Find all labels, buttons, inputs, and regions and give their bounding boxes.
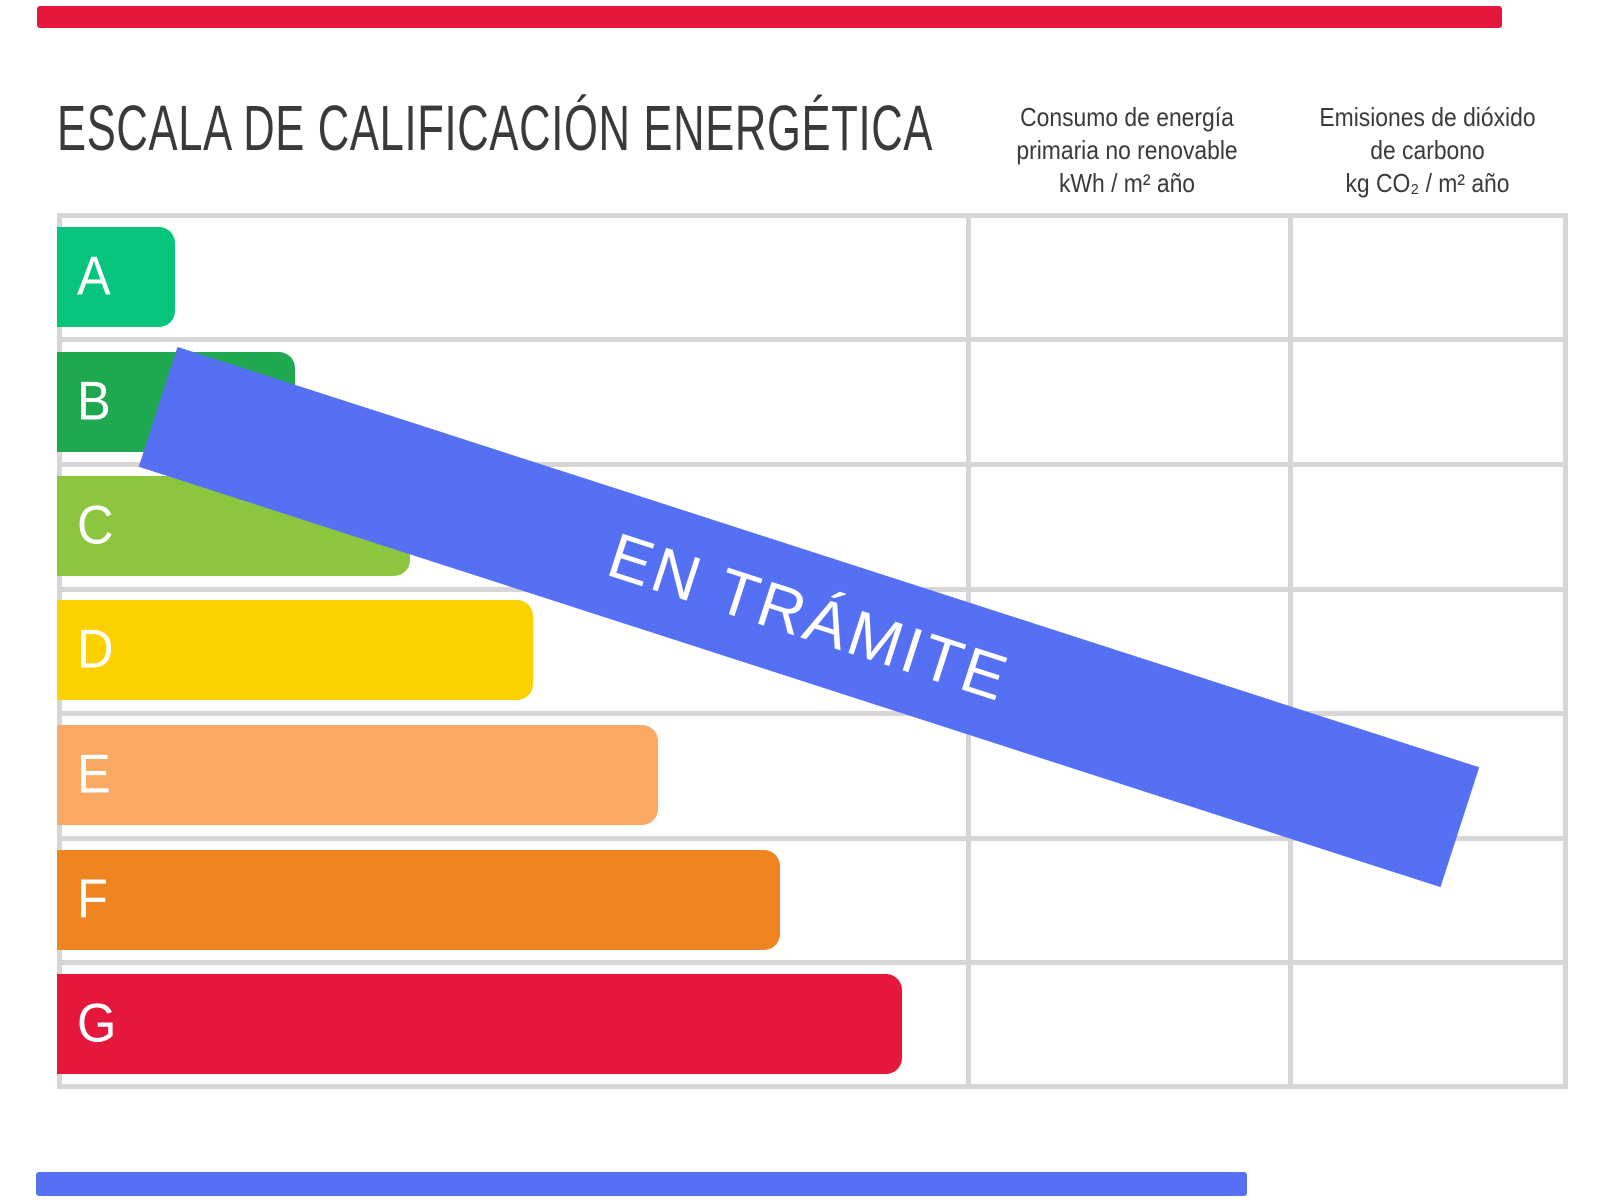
rating-letter-d: D [77,617,114,680]
column-header-line: de carbono [1370,135,1485,165]
rating-bar-g: G [57,974,902,1074]
bottom-blue-strip [36,1172,1247,1196]
rating-letter-c: C [77,493,114,556]
column-header-line: primaria no renovable [1016,135,1238,165]
rating-bar-f: F [57,850,780,950]
grid-line-horizontal [57,1084,1568,1089]
rating-letter-b: B [77,369,111,432]
grid-line-horizontal [57,836,1568,841]
emisiones-column-header: Emisiones de dióxido de carbono kg CO₂ / m… [1305,101,1551,200]
rating-letter-e: E [77,742,111,805]
grid-line-horizontal [57,462,1568,467]
grid-line-horizontal [57,711,1568,716]
page-title: ESCALA DE CALIFICACIÓN ENERGÉTICA [57,92,934,164]
grid-line-vertical [1288,213,1293,1089]
grid-line-horizontal [57,337,1568,342]
rating-letter-a: A [77,244,111,307]
grid-line-horizontal [57,213,1568,218]
consumo-column-header: Consumo de energía primaria no renovable k… [985,101,1268,200]
column-header-line: kWh / m² año [1058,168,1196,198]
top-red-strip [37,6,1502,28]
rating-bar-a: A [57,227,175,327]
grid-line-horizontal [57,960,1568,965]
rating-letter-f: F [77,867,108,930]
column-header-line: Emisiones de dióxido [1319,102,1536,132]
rating-bar-e: E [57,725,658,825]
grid-line-vertical [1563,213,1568,1089]
column-header-line: Consumo de energía [1020,102,1234,132]
en-tramite-banner-label: EN TRÁMITE [599,518,1019,716]
column-header-line: kg CO₂ / m² año [1345,168,1510,198]
rating-bar-d: D [57,600,533,700]
rating-letter-g: G [77,991,117,1054]
